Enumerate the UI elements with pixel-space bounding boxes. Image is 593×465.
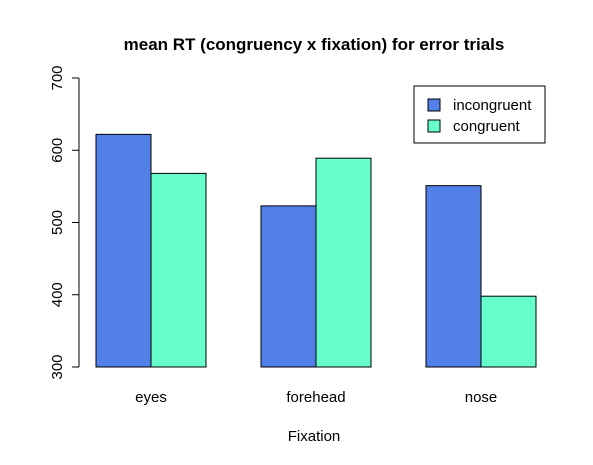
y-tick-label: 600 bbox=[49, 138, 66, 163]
legend-swatch-congruent bbox=[427, 119, 441, 133]
x-tick-label-forehead: forehead bbox=[286, 389, 345, 406]
bar-congruent-forehead bbox=[315, 157, 372, 368]
bar-congruent-eyes bbox=[150, 172, 207, 368]
y-tick-label: 300 bbox=[49, 354, 66, 379]
legend: incongruent congruent bbox=[413, 85, 546, 144]
x-tick-label-nose: nose bbox=[465, 389, 498, 406]
bars-group bbox=[95, 133, 537, 368]
y-tick-label: 400 bbox=[49, 282, 66, 307]
x-tick-label-eyes: eyes bbox=[135, 389, 167, 406]
legend-label-congruent: congruent bbox=[453, 118, 521, 135]
legend-box bbox=[413, 85, 546, 144]
bar-incongruent-eyes bbox=[95, 133, 152, 368]
legend-swatch-incongruent bbox=[427, 98, 441, 112]
bar-congruent-nose bbox=[480, 295, 537, 368]
legend-label-incongruent: incongruent bbox=[453, 97, 532, 114]
bar-incongruent-nose bbox=[425, 185, 482, 368]
bar-incongruent-forehead bbox=[260, 205, 317, 368]
y-tick-label: 500 bbox=[49, 210, 66, 235]
y-axis: 300 400 500 600 700 bbox=[49, 65, 80, 380]
x-tick-labels: eyes forehead nose bbox=[135, 389, 497, 406]
y-tick-label: 700 bbox=[49, 65, 66, 90]
chart-title: mean RT (congruency x fixation) for erro… bbox=[124, 35, 505, 54]
x-axis-label: Fixation bbox=[288, 428, 341, 445]
